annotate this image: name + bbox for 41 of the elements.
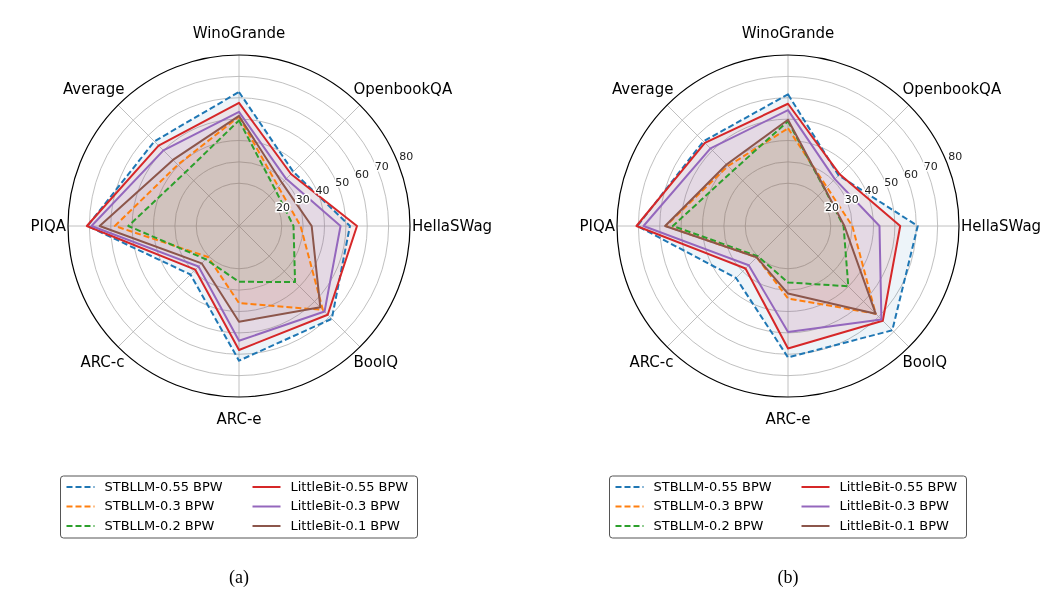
spoke-label: Average [611,80,674,99]
legend-label: STBLLM-0.55 BPW [653,478,772,494]
legend-label: LittleBit-0.55 BPW [839,478,958,494]
legend-label: LittleBit-0.1 BPW [290,517,401,533]
y-tick-label: 80 [399,149,414,163]
spoke-label: PIQA [579,216,616,235]
y-tick-label: 40 [864,184,879,198]
y-tick-label: 80 [948,149,963,163]
y-tick-label: 70 [374,159,389,173]
legend-label: LittleBit-0.55 BPW [290,478,409,494]
spoke-label: OpenbookQA [353,80,453,99]
legend-label: STBLLM-0.3 BPW [653,498,764,513]
y-tick-label: 50 [884,176,899,190]
y-tick-label: 60 [904,168,919,182]
spoke-label: HellaSWag [412,216,493,235]
legend-label: LittleBit-0.3 BPW [290,498,401,513]
legend-label: STBLLM-0.2 BPW [653,517,764,533]
spoke-label: BoolQ [902,352,948,371]
spoke-label: ARC-e [765,409,811,428]
y-tick-label: 50 [335,176,350,190]
spoke-label: Average [62,80,125,99]
spoke-label: ARC-e [216,409,262,428]
spoke-label: WinoGrande [192,23,286,42]
legend-label: STBLLM-0.2 BPW [104,517,215,533]
legend-label: STBLLM-0.55 BPW [104,478,223,494]
spoke-label: HellaSWag [961,216,1042,235]
legend-label: LittleBit-0.3 BPW [839,498,950,513]
y-tick-label: 70 [923,159,938,173]
spoke-label: ARC-c [629,352,674,371]
y-tick-label: 40 [315,184,330,198]
spoke-label: OpenbookQA [902,80,1002,99]
y-tick-label: 60 [355,168,370,182]
legend-label: LittleBit-0.1 BPW [839,517,950,533]
legend-label: STBLLM-0.3 BPW [104,498,215,513]
spoke-label: PIQA [30,216,67,235]
y-tick-label: 30 [295,192,310,206]
text: (b) [777,567,799,588]
spoke-label: BoolQ [353,352,399,371]
text: (a) [229,567,249,588]
spoke-label: WinoGrande [741,23,835,42]
spoke-label: ARC-c [80,352,125,371]
